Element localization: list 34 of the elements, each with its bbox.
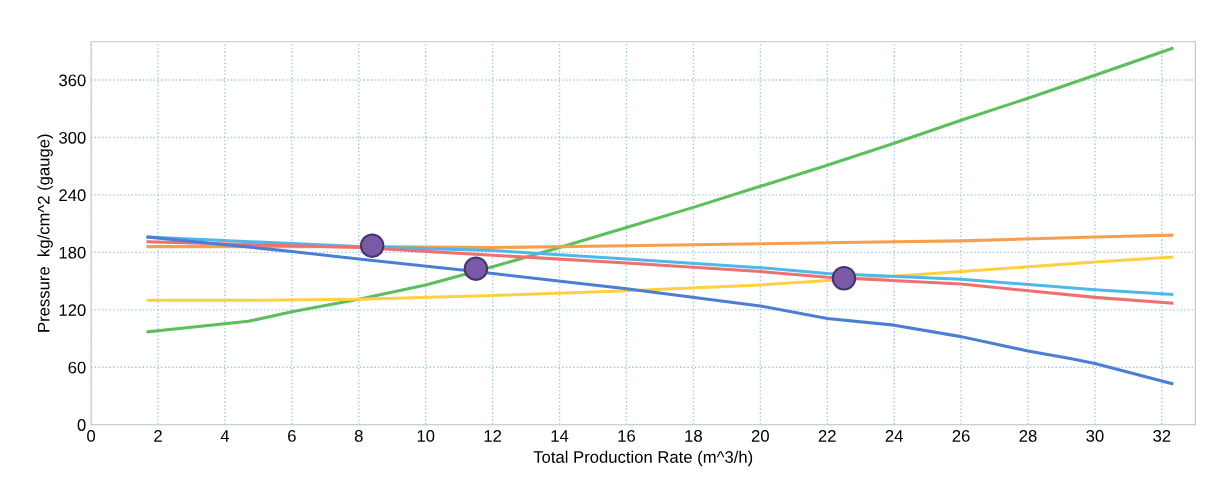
x-tick-label: 16 bbox=[618, 430, 635, 442]
x-tick-label: 26 bbox=[952, 430, 970, 442]
line-series bbox=[146, 235, 1174, 297]
x-tick-label: 2 bbox=[154, 430, 162, 442]
x-tick-label: 4 bbox=[220, 430, 230, 442]
x-tick-label: 10 bbox=[417, 430, 435, 442]
y-tick-label: 0 bbox=[77, 419, 86, 431]
x-tick-label: 32 bbox=[1153, 430, 1171, 442]
x-tick-label: 30 bbox=[1086, 430, 1104, 442]
point bbox=[359, 233, 385, 258]
x-tick-label: 28 bbox=[1019, 430, 1037, 442]
x-tick-label: 20 bbox=[751, 430, 769, 442]
x-tick-label: 24 bbox=[885, 430, 903, 442]
point bbox=[463, 256, 489, 281]
x-tick-label: 22 bbox=[818, 430, 836, 442]
x-axis-title: Total Production Rate (m^3/h) bbox=[533, 450, 753, 467]
point bbox=[831, 265, 857, 291]
y-axis-title: Pressure kg/cm^2 (gauge) bbox=[37, 134, 53, 332]
line-series bbox=[146, 255, 1174, 302]
y-tick-label: 120 bbox=[59, 304, 86, 317]
y-tick-label: 180 bbox=[59, 246, 86, 259]
y-tick-label: 240 bbox=[59, 189, 86, 202]
x-tick-label: 6 bbox=[288, 430, 296, 442]
x-tick-label: 0 bbox=[87, 430, 96, 442]
y-tick-label: 360 bbox=[59, 74, 86, 87]
y-tick-label: 60 bbox=[68, 361, 86, 374]
line-series bbox=[146, 46, 1174, 334]
x-tick-label: 14 bbox=[551, 430, 569, 442]
line-series bbox=[146, 235, 1174, 386]
x-tick-label: 12 bbox=[484, 430, 502, 442]
x-tick-label: 8 bbox=[354, 430, 363, 442]
line-series bbox=[146, 240, 1174, 305]
x-tick-label: 18 bbox=[685, 430, 702, 442]
y-tick-label: 300 bbox=[59, 131, 86, 144]
